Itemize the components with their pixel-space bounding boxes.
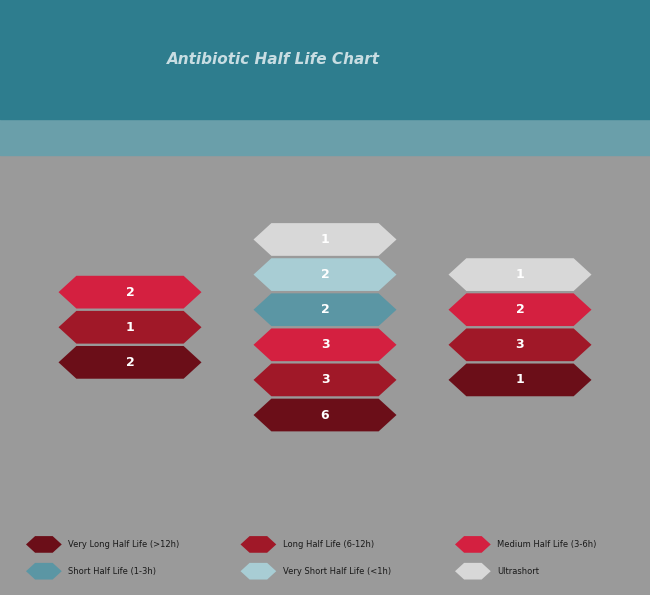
Text: 6: 6 (320, 409, 330, 421)
Text: 2: 2 (515, 303, 525, 316)
Polygon shape (26, 563, 62, 580)
Bar (0, 119, 650, 595)
Text: 2: 2 (320, 268, 330, 281)
Text: 1: 1 (515, 374, 525, 386)
Polygon shape (58, 311, 202, 344)
Text: Very Short Half Life (<1h): Very Short Half Life (<1h) (283, 566, 391, 576)
Text: 2: 2 (125, 356, 135, 369)
Polygon shape (58, 276, 202, 309)
Text: 1: 1 (515, 268, 525, 281)
Text: 3: 3 (320, 339, 330, 351)
Polygon shape (254, 223, 396, 256)
Polygon shape (240, 563, 276, 580)
Polygon shape (254, 328, 396, 361)
Polygon shape (254, 258, 396, 291)
Polygon shape (448, 258, 592, 291)
Polygon shape (254, 364, 396, 396)
Polygon shape (240, 536, 276, 553)
Bar (0, 0, 650, 119)
Polygon shape (455, 536, 491, 553)
Text: 1: 1 (320, 233, 330, 246)
Polygon shape (26, 536, 62, 553)
Text: 2: 2 (125, 286, 135, 299)
Text: Very Long Half Life (>12h): Very Long Half Life (>12h) (68, 540, 179, 549)
Text: 1: 1 (125, 321, 135, 334)
Polygon shape (254, 399, 396, 431)
Text: 3: 3 (515, 339, 525, 351)
Text: 3: 3 (320, 374, 330, 386)
Text: Medium Half Life (3-6h): Medium Half Life (3-6h) (497, 540, 597, 549)
Text: Ultrashort: Ultrashort (497, 566, 540, 576)
Bar (0, 95, 650, 155)
Polygon shape (448, 364, 592, 396)
Text: Short Half Life (1-3h): Short Half Life (1-3h) (68, 566, 156, 576)
Polygon shape (58, 346, 202, 379)
Polygon shape (254, 293, 396, 326)
Text: Long Half Life (6-12h): Long Half Life (6-12h) (283, 540, 374, 549)
Polygon shape (448, 293, 592, 326)
Polygon shape (455, 563, 491, 580)
Text: Antibiotic Half Life Chart: Antibiotic Half Life Chart (166, 52, 380, 67)
Polygon shape (448, 328, 592, 361)
Text: 2: 2 (320, 303, 330, 316)
